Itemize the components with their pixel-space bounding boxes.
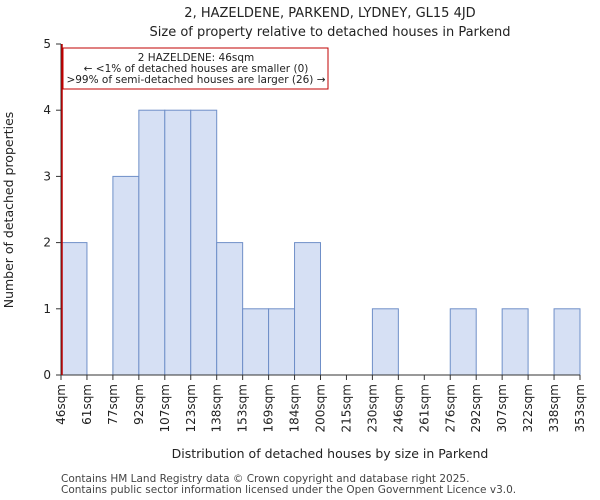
bar-138sqm [216, 242, 244, 376]
bars-group [60, 109, 581, 376]
annotation-line-2: ← <1% of detached houses are smaller (0) [84, 63, 309, 75]
bar-307sqm [501, 308, 529, 376]
x-tick-label-200sqm: 200sqm [314, 384, 328, 432]
bar-46sqm [60, 242, 88, 376]
annotation-box: 2 HAZELDENE: 46sqm ← <1% of detached hou… [62, 47, 329, 90]
annotation-line-3: >99% of semi-detached houses are larger … [66, 74, 325, 86]
footer-line-1: Contains HM Land Registry data © Crown c… [61, 473, 470, 485]
bar-276sqm [449, 308, 477, 376]
y-tick-label-5: 5 [43, 37, 51, 51]
y-tick-label-3: 3 [43, 169, 51, 183]
x-tick-label-246sqm: 246sqm [391, 384, 405, 432]
x-tick-label-184sqm: 184sqm [288, 384, 302, 432]
chart-subtitle: Size of property relative to detached ho… [150, 25, 511, 40]
y-tick-label-4: 4 [43, 103, 51, 117]
y-axis-label: Number of detached properties [1, 112, 16, 309]
bar-107sqm [164, 109, 192, 376]
x-tick-label-215sqm: 215sqm [339, 384, 353, 432]
x-tick-label-169sqm: 169sqm [262, 384, 276, 432]
bar-184sqm [294, 242, 321, 376]
x-tick-label-276sqm: 276sqm [443, 384, 457, 432]
x-tick-label-77sqm: 77sqm [106, 384, 120, 425]
x-tick-label-61sqm: 61sqm [80, 384, 94, 425]
annotation-frame [62, 47, 329, 90]
x-tick-label-292sqm: 292sqm [469, 384, 483, 432]
bar-169sqm [268, 308, 296, 376]
y-tick-label-1: 1 [43, 302, 51, 316]
y-tick-label-0: 0 [43, 368, 51, 382]
y-tick-label-2: 2 [43, 236, 51, 250]
x-tick-label-230sqm: 230sqm [365, 384, 379, 432]
footer-line-2: Contains public sector information licen… [61, 484, 517, 496]
y-axis: 0 1 2 3 4 5 [43, 37, 62, 382]
bar-92sqm [138, 109, 166, 376]
x-tick-label-261sqm: 261sqm [417, 384, 431, 432]
x-tick-label-353sqm: 353sqm [573, 384, 587, 432]
bar-77sqm [112, 175, 140, 376]
x-axis-label: Distribution of detached houses by size … [172, 446, 489, 461]
x-tick-label-46sqm: 46sqm [54, 384, 68, 425]
x-tick-label-138sqm: 138sqm [210, 384, 224, 432]
x-axis: 46sqm 61sqm 77sqm 92sqm 107sqm 123sqm 138sqm 15… [54, 374, 587, 432]
x-tick-label-153sqm: 153sqm [236, 384, 250, 432]
x-tick-label-322sqm: 322sqm [521, 384, 535, 432]
x-tick-label-107sqm: 107sqm [158, 384, 172, 432]
x-tick-label-123sqm: 123sqm [184, 384, 198, 432]
chart-title: 2, HAZELDENE, PARKEND, LYDNEY, GL15 4JD [184, 6, 475, 21]
bar-123sqm [190, 109, 218, 376]
x-tick-label-92sqm: 92sqm [132, 384, 146, 425]
bar-230sqm [371, 308, 399, 376]
x-tick-label-338sqm: 338sqm [547, 384, 561, 432]
x-tick-label-307sqm: 307sqm [495, 384, 509, 432]
bar-338sqm [553, 308, 581, 376]
bar-153sqm [242, 308, 270, 376]
annotation-line-1: 2 HAZELDENE: 46sqm [138, 52, 255, 64]
